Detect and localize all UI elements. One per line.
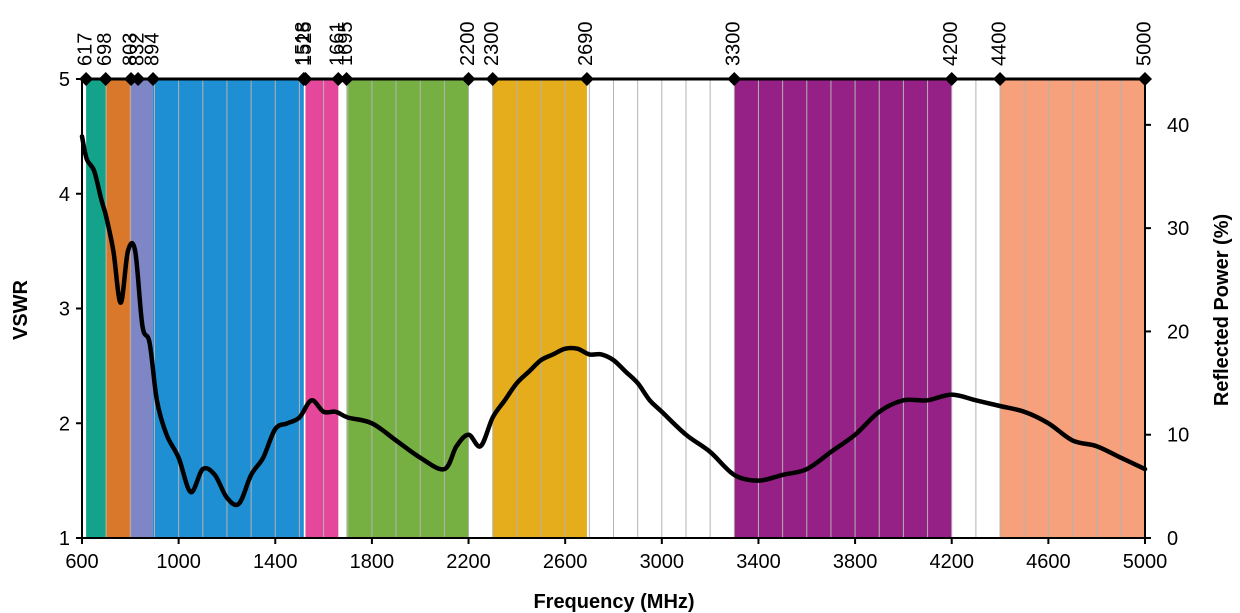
x-tick-label: 2600	[543, 551, 588, 573]
band-6	[492, 79, 587, 538]
band-edge-label: 1695	[335, 22, 357, 67]
band-edge-label: 2690	[575, 22, 597, 67]
band-edge-label: 698	[94, 33, 116, 66]
band-edge-marker	[1138, 72, 1152, 86]
band-edge-markers	[79, 72, 1152, 86]
band-edge-label: 832	[126, 33, 148, 66]
axis-ticks: 600 1000 1400 1800 2200 2600 3000 3400 3800 4200 4…	[59, 69, 1189, 573]
y-tick-label: 3	[59, 299, 70, 321]
band-edge-label: 3300	[723, 22, 745, 67]
band-edge-label: 2300	[481, 22, 503, 67]
x-tick-label: 3400	[736, 551, 781, 573]
x-tick-label: 4600	[1026, 551, 1071, 573]
y-tick-label: 2	[59, 413, 70, 435]
band-edge-marker	[146, 72, 161, 86]
band-edge-label: 803	[119, 33, 141, 66]
band-edge-marker	[579, 72, 594, 86]
x-tick-label: 4200	[929, 551, 974, 573]
band-edge-marker	[298, 72, 313, 86]
band-edge-label: 4200	[940, 22, 962, 67]
y2-tick-label: 30	[1167, 218, 1189, 240]
band-edge-label: 5000	[1133, 22, 1155, 67]
vswr-series	[79, 134, 1148, 508]
y2-tick-label: 20	[1167, 321, 1189, 343]
band-edge-marker	[79, 72, 94, 86]
band-edge-label: 2200	[457, 22, 479, 67]
vswr-line	[79, 134, 1148, 508]
band-edge-label: 1525	[294, 22, 316, 67]
band-edge-label: 4400	[988, 22, 1010, 67]
y2-tick-label: 40	[1167, 115, 1189, 137]
band-4	[305, 79, 339, 538]
y-tick-label: 1	[59, 528, 70, 550]
x-tick-label: 5000	[1123, 551, 1168, 573]
y2-axis-title: Reflected Power (%)	[1211, 214, 1233, 406]
band-edge-marker	[339, 72, 354, 86]
y2-tick-label: 0	[1167, 528, 1178, 550]
plot-frame	[81, 77, 1146, 539]
y-axis-title: VSWR	[10, 279, 32, 340]
y-tick-label: 4	[59, 184, 70, 206]
band-edge-label: 617	[74, 33, 96, 66]
band-1	[105, 79, 132, 538]
band-edge-label: 1518	[292, 22, 314, 67]
x-tick-label: 1000	[156, 551, 201, 573]
x-tick-label: 3000	[640, 551, 685, 573]
x-tick-label: 1400	[253, 551, 298, 573]
vertical-gridlines	[105, 79, 1122, 538]
band-edge-marker	[98, 72, 113, 86]
band-edge-marker	[944, 72, 959, 86]
x-tick-label: 1800	[350, 551, 395, 573]
band-edge-marker	[131, 72, 146, 86]
band-7	[734, 79, 952, 538]
x-tick-label: 3800	[833, 551, 878, 573]
y2-tick-label: 10	[1167, 425, 1189, 447]
band-edge-marker	[993, 72, 1008, 86]
x-tick-label: 2200	[446, 551, 491, 573]
band-edge-marker	[727, 72, 742, 86]
x-tick-label: 600	[65, 551, 98, 573]
frequency-bands	[86, 79, 1145, 538]
band-edge-label: 1661	[327, 22, 349, 67]
band-0	[86, 79, 106, 538]
band-edge-marker	[331, 72, 346, 86]
band-edge-marker	[461, 72, 476, 86]
band-edge-marker	[485, 72, 500, 86]
band-5	[346, 79, 469, 538]
x-axis-title: Frequency (MHz)	[533, 591, 694, 613]
band-edge-marker	[124, 72, 139, 86]
y-tick-label: 5	[59, 69, 70, 91]
band-3	[153, 79, 304, 538]
band-edge-label: 894	[141, 33, 163, 66]
